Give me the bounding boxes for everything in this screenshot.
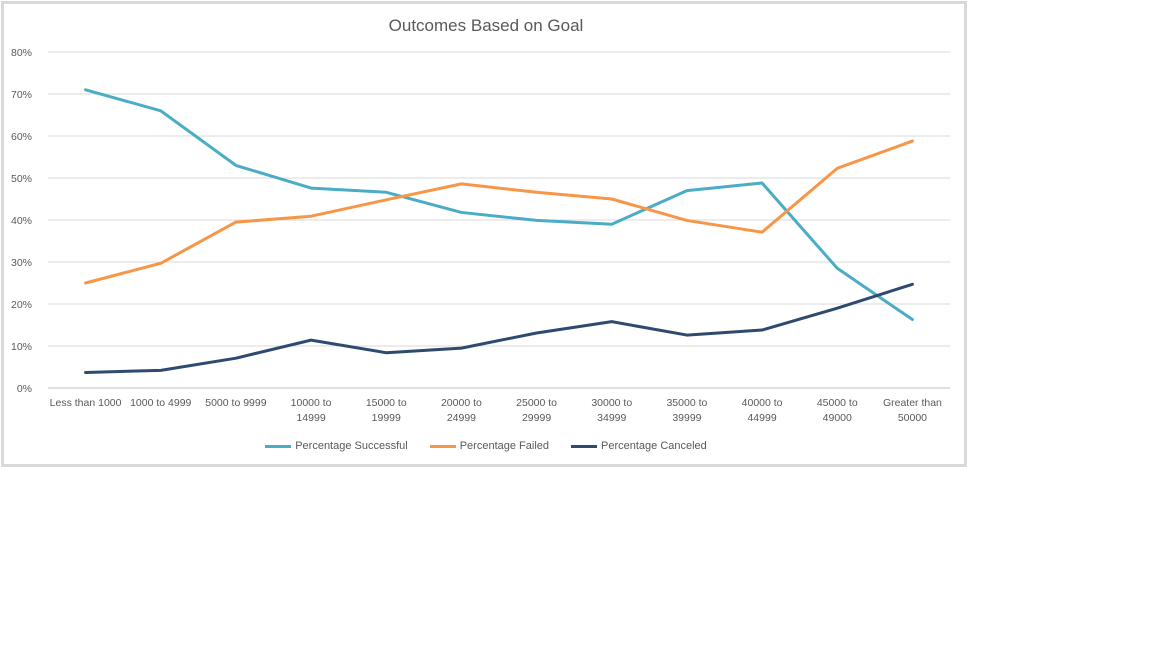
legend-swatch: [265, 444, 292, 448]
x-tick-label: 30000 to 34999: [591, 397, 632, 424]
legend-item: Percentage Successful: [265, 440, 408, 452]
x-tick-label: 40000 to 44999: [742, 397, 783, 424]
chart-frame: Outcomes Based on Goal 0% 10% 20% 30% 40% 50%…: [1, 1, 967, 467]
y-tick-label: 40%: [11, 215, 32, 227]
legend-item: Percentage Failed: [429, 440, 549, 452]
y-tick-label: 10%: [11, 341, 32, 353]
x-tick-label: 20000 to 24999: [441, 397, 482, 424]
series-line-percentage-successful: [84, 88, 914, 322]
x-tick-label: Greater than 50000: [883, 397, 942, 424]
series-line-percentage-failed: [84, 139, 914, 285]
legend-label: Percentage Canceled: [601, 440, 707, 452]
chart-legend: Percentage Successful Percentage Failed Pe…: [4, 440, 968, 452]
y-tick-label: 50%: [11, 173, 32, 185]
y-tick-label: 60%: [11, 131, 32, 143]
x-tick-label: 25000 to 29999: [516, 397, 557, 424]
y-tick-label: 20%: [11, 299, 32, 311]
y-tick-label: 30%: [11, 257, 32, 269]
legend-item: Percentage Canceled: [571, 440, 707, 452]
legend-swatch: [429, 444, 456, 448]
legend-label: Percentage Successful: [295, 440, 408, 452]
y-tick-label: 0%: [17, 383, 32, 395]
x-tick-label: 1000 to 4999: [130, 397, 191, 409]
x-tick-label: 10000 to 14999: [291, 397, 332, 424]
series-line-percentage-canceled: [84, 282, 914, 374]
line-chart: 0% 10% 20% 30% 40% 50% 60% 70% 80% Less than 1000…: [11, 47, 950, 424]
x-tick-label: 15000 to 19999: [366, 397, 407, 424]
y-tick-label: 80%: [11, 47, 32, 59]
x-tick-label: Less than 1000: [50, 397, 122, 409]
x-tick-label: 35000 to 39999: [666, 397, 707, 424]
x-tick-label: 5000 to 9999: [205, 397, 266, 409]
y-tick-label: 70%: [11, 89, 32, 101]
x-tick-label: 45000 to 49000: [817, 397, 858, 424]
legend-label: Percentage Failed: [459, 440, 549, 452]
chart-title: Outcomes Based on Goal: [388, 16, 584, 35]
legend-swatch: [571, 444, 597, 448]
